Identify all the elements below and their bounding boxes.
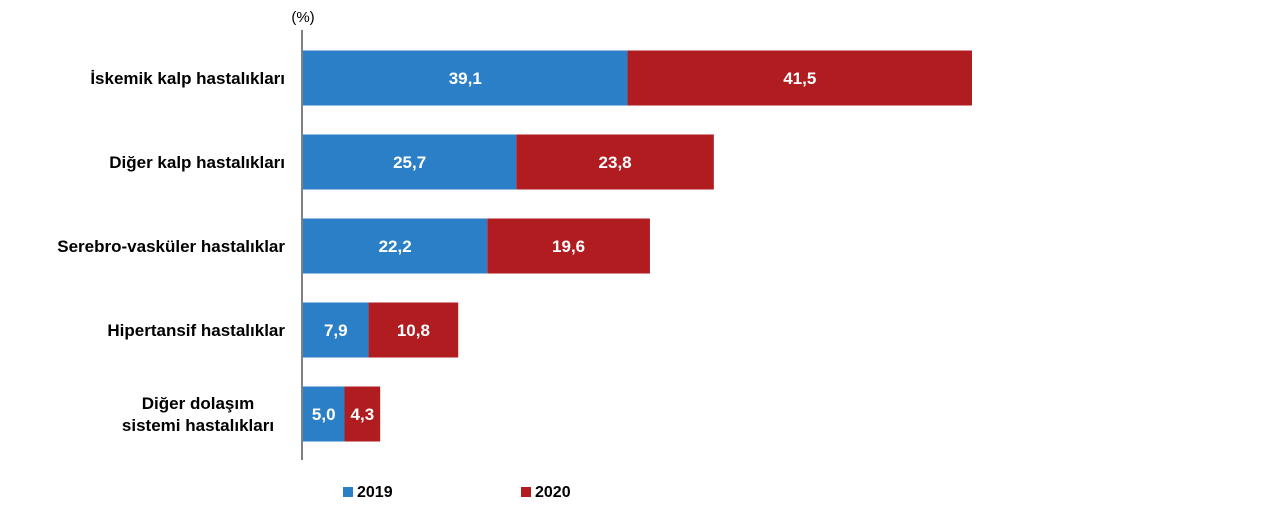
bar-2020-2 (487, 218, 650, 274)
bar-2019-1 (303, 134, 517, 190)
bar-2020-3 (368, 302, 459, 358)
bar-2020-4 (344, 386, 381, 442)
bars-group: 39,1 41,5 25,7 23,8 22,2 19,6 7,9 10,8 5,0 4,3 (303, 50, 972, 442)
unit-label: (%) (291, 9, 314, 26)
category-labels: İskemik kalp hastalıkları Diğer kalp hast… (57, 69, 285, 435)
legend-label-2019: 2019 (357, 484, 393, 501)
bar-value-label-2019-4: 5,0 (312, 405, 336, 424)
bar-value-label-2019-0: 39,1 (449, 69, 482, 88)
category-label-1-0: Diğer kalp hastalıkları (109, 153, 285, 172)
bar-value-label-2019-2: 22,2 (379, 237, 412, 256)
legend-label-2020: 2020 (535, 484, 571, 501)
bar-2020-0 (627, 50, 972, 106)
bar-2019-3 (303, 302, 369, 358)
category-label-4-0: Diğer dolaşım (142, 394, 254, 413)
legend: 2019 2020 (343, 484, 571, 501)
legend-swatch-2020 (521, 487, 531, 497)
bar-value-label-2020-0: 41,5 (783, 69, 816, 88)
bar-value-label-2020-4: 4,3 (351, 405, 375, 424)
category-label-0-0: İskemik kalp hastalıkları (90, 69, 285, 88)
legend-swatch-2019 (343, 487, 353, 497)
bar-2019-2 (303, 218, 488, 274)
bar-2020-1 (516, 134, 714, 190)
bar-value-label-2019-1: 25,7 (393, 153, 426, 172)
category-label-2-0: Serebro-vasküler hastalıklar (57, 237, 285, 256)
bar-value-label-2020-1: 23,8 (599, 153, 632, 172)
bar-2019-4 (303, 386, 345, 442)
category-label-4-1: sistemi hastalıkları (122, 416, 274, 435)
bar-value-label-2020-2: 19,6 (552, 237, 585, 256)
bar-value-label-2020-3: 10,8 (397, 321, 430, 340)
bar-2019-0 (303, 50, 628, 106)
bar-value-label-2019-3: 7,9 (324, 321, 348, 340)
category-label-3-0: Hipertansif hastalıklar (107, 321, 285, 340)
